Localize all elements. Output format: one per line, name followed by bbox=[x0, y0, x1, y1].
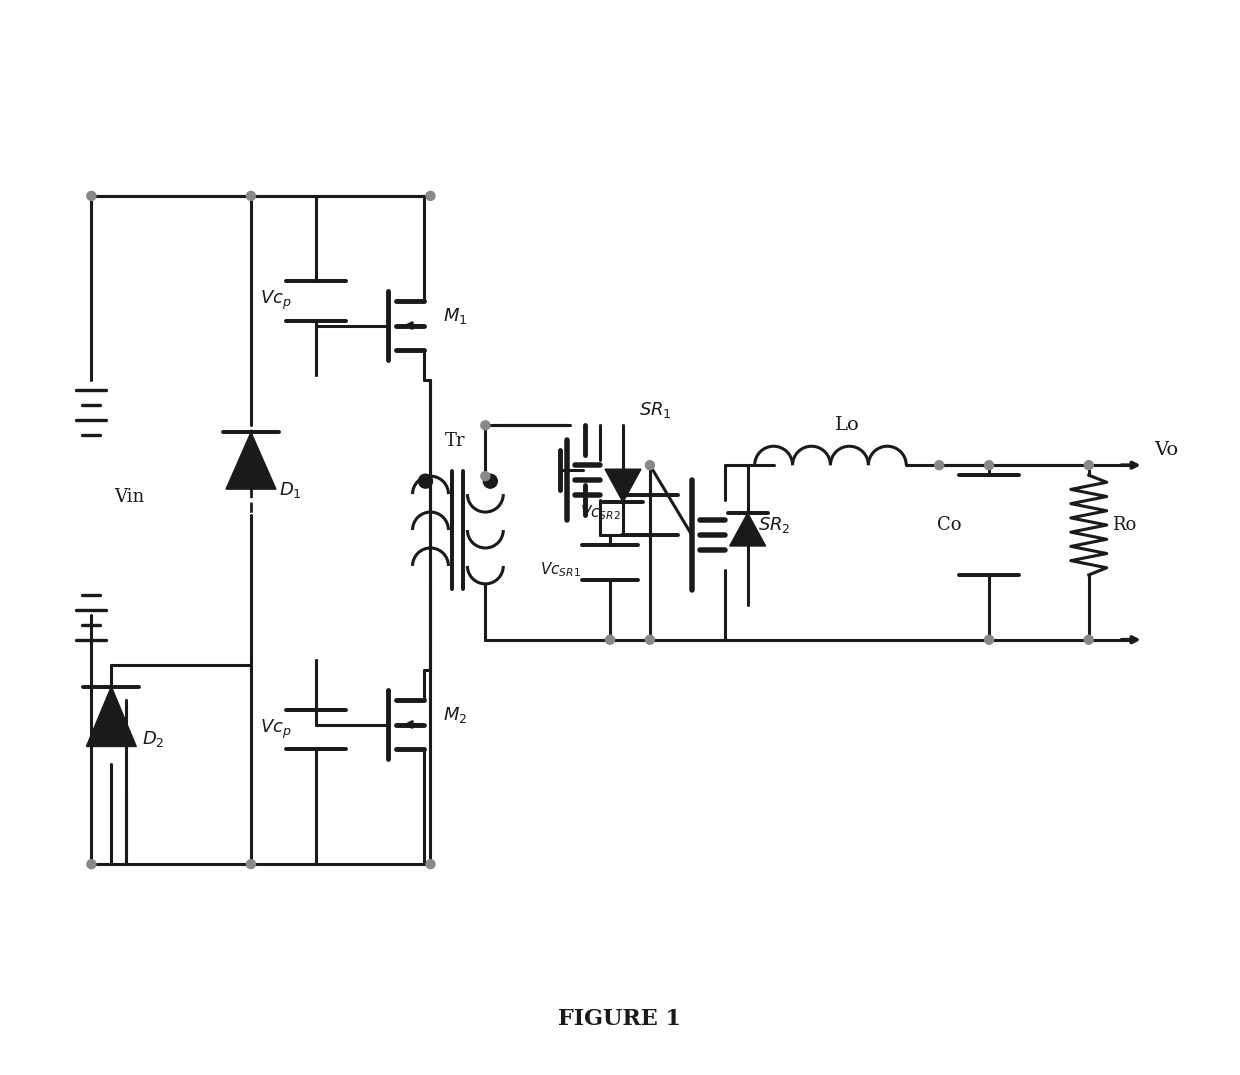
Text: Tr: Tr bbox=[445, 432, 466, 450]
Text: Vo: Vo bbox=[1154, 441, 1179, 459]
Text: $Vc_{SR2}$: $Vc_{SR2}$ bbox=[580, 504, 620, 522]
Text: $M_1$: $M_1$ bbox=[443, 305, 467, 326]
Circle shape bbox=[427, 191, 435, 200]
Circle shape bbox=[646, 635, 655, 644]
Circle shape bbox=[985, 461, 993, 470]
Text: $D_2$: $D_2$ bbox=[141, 730, 165, 749]
Text: FIGURE 1: FIGURE 1 bbox=[558, 1007, 682, 1030]
Circle shape bbox=[1084, 461, 1094, 470]
Circle shape bbox=[427, 860, 435, 869]
Text: Lo: Lo bbox=[835, 416, 859, 434]
Circle shape bbox=[1084, 635, 1094, 644]
Circle shape bbox=[985, 635, 993, 644]
Text: $M_2$: $M_2$ bbox=[443, 704, 467, 725]
Circle shape bbox=[247, 191, 255, 200]
Circle shape bbox=[87, 191, 95, 200]
Circle shape bbox=[419, 474, 433, 488]
Circle shape bbox=[935, 461, 944, 470]
Text: $SR_1$: $SR_1$ bbox=[639, 400, 671, 420]
Text: $Vc_p$: $Vc_p$ bbox=[260, 718, 291, 741]
Circle shape bbox=[484, 474, 497, 488]
Polygon shape bbox=[729, 513, 765, 546]
Polygon shape bbox=[87, 687, 136, 746]
Circle shape bbox=[605, 635, 615, 644]
Text: $Vc_{SR1}$: $Vc_{SR1}$ bbox=[539, 560, 580, 579]
Circle shape bbox=[87, 860, 95, 869]
Circle shape bbox=[247, 860, 255, 869]
Text: Co: Co bbox=[937, 516, 961, 534]
Circle shape bbox=[646, 461, 655, 470]
Text: Vin: Vin bbox=[114, 488, 144, 506]
Text: $SR_2$: $SR_2$ bbox=[758, 515, 791, 535]
Circle shape bbox=[481, 420, 490, 430]
Polygon shape bbox=[605, 469, 641, 502]
Circle shape bbox=[481, 472, 490, 481]
Polygon shape bbox=[226, 432, 275, 489]
Text: $Vc_p$: $Vc_p$ bbox=[260, 289, 291, 312]
Text: Ro: Ro bbox=[1111, 516, 1136, 534]
Text: $D_1$: $D_1$ bbox=[279, 481, 303, 500]
